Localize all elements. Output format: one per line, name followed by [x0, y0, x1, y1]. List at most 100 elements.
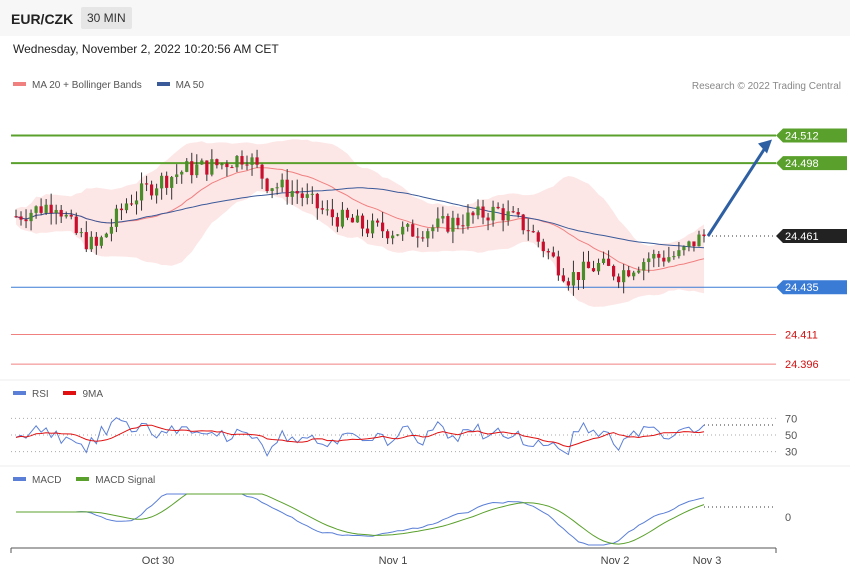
- candle-body: [421, 237, 425, 239]
- candle-body: [486, 217, 490, 221]
- candle-body: [160, 175, 164, 189]
- candle-body: [436, 218, 440, 228]
- candle-body: [406, 224, 410, 227]
- candle-body: [546, 251, 550, 253]
- timeframe-badge[interactable]: 30 MIN: [81, 7, 132, 29]
- candle-body: [657, 253, 661, 258]
- candle-body: [396, 234, 400, 236]
- candle-body: [129, 203, 134, 205]
- level-tag-24.461: [776, 229, 847, 243]
- candle-body: [39, 206, 43, 213]
- candle-body: [315, 193, 319, 209]
- candle-body: [426, 231, 430, 239]
- level-label-24.512: 24.512: [785, 130, 819, 142]
- candle-body: [84, 232, 88, 250]
- rsi-swatch: [13, 391, 26, 396]
- candle-body: [180, 171, 184, 175]
- datetime-label: Wednesday, November 2, 2022 10:20:56 AM …: [13, 42, 279, 56]
- candle-body: [365, 228, 370, 234]
- candle-body: [345, 209, 350, 218]
- candle-body: [14, 216, 18, 218]
- candle-body: [622, 270, 626, 283]
- candle-body: [265, 178, 269, 192]
- candle-body: [170, 177, 174, 188]
- candle-body: [205, 160, 209, 175]
- candle-body: [300, 193, 304, 198]
- macd-line: [16, 493, 705, 546]
- level-label-24.396: 24.396: [785, 359, 819, 371]
- level-label-24.461: 24.461: [785, 231, 819, 243]
- candle-body: [647, 258, 651, 263]
- candle-body: [662, 257, 666, 262]
- candle-body: [637, 270, 641, 273]
- candle-body: [149, 184, 154, 196]
- rsi-legend-label: RSI: [32, 389, 49, 400]
- candle-body: [335, 217, 340, 227]
- candle-body: [667, 257, 671, 262]
- candle-body: [19, 216, 23, 220]
- macd-tick-0: 0: [785, 512, 791, 524]
- candle-body: [290, 191, 294, 197]
- level-label-24.411: 24.411: [785, 330, 818, 342]
- candle-body: [581, 261, 586, 281]
- candle-body: [411, 224, 415, 237]
- candle-body: [165, 175, 169, 188]
- candle-body: [124, 203, 129, 211]
- candle-body: [285, 179, 289, 197]
- candle-body: [471, 212, 475, 216]
- candle-body: [175, 174, 179, 178]
- candle-body: [305, 194, 309, 198]
- candle-body: [391, 235, 395, 239]
- candle-body: [330, 209, 334, 218]
- rsi-line: [15, 417, 705, 457]
- candle-body: [139, 183, 144, 201]
- candle-body: [566, 281, 571, 286]
- rsi-tick-50: 50: [785, 430, 797, 442]
- candle-body: [114, 208, 119, 227]
- candle-body: [591, 268, 596, 272]
- candle-body: [551, 252, 555, 257]
- candle-body: [215, 159, 219, 166]
- candle-body: [446, 216, 450, 232]
- candle-body: [601, 258, 606, 263]
- rsi-tick-30: 30: [785, 447, 797, 459]
- candle-body: [195, 164, 199, 176]
- candle-body: [416, 236, 420, 238]
- candle-body: [69, 214, 73, 217]
- candle-body: [109, 226, 114, 234]
- candle-body: [612, 265, 616, 277]
- candle-body: [99, 237, 103, 246]
- candle-body: [526, 230, 530, 232]
- candle-body: [682, 246, 686, 251]
- x-tick-label: Nov 3: [693, 555, 722, 567]
- candle-body: [104, 233, 108, 238]
- candle-body: [235, 156, 239, 168]
- candle-body: [310, 193, 314, 195]
- macd-legend: MACD MACD Signal: [13, 475, 155, 486]
- ma50-legend: MA 50: [175, 80, 204, 91]
- rsi-tick-70: 70: [785, 413, 797, 425]
- candle-body: [521, 214, 525, 231]
- candle-body: [431, 227, 435, 232]
- price-legend: MA 20 + Bollinger Bands MA 50: [13, 80, 204, 91]
- candle-body: [340, 209, 345, 227]
- candle-body: [511, 211, 515, 213]
- candle-body: [652, 253, 656, 259]
- candle-body: [516, 212, 520, 215]
- rsi-ma-line: [15, 424, 705, 448]
- candle-body: [370, 220, 375, 234]
- candle-body: [44, 204, 48, 213]
- candle-body: [59, 209, 63, 217]
- ma50-swatch: [156, 82, 170, 87]
- x-tick-label: Oct 30: [142, 555, 174, 567]
- rsi-legend: RSI 9MA: [13, 389, 103, 400]
- macd-signal-swatch: [76, 477, 90, 482]
- candle-body: [255, 157, 259, 165]
- candle-body: [79, 232, 83, 234]
- candle-body: [632, 272, 636, 277]
- rsi-ma-legend-label: 9MA: [82, 389, 104, 400]
- candle-body: [355, 215, 360, 223]
- candle-body: [461, 225, 465, 227]
- candle-body: [34, 206, 38, 213]
- candle-body: [375, 220, 380, 223]
